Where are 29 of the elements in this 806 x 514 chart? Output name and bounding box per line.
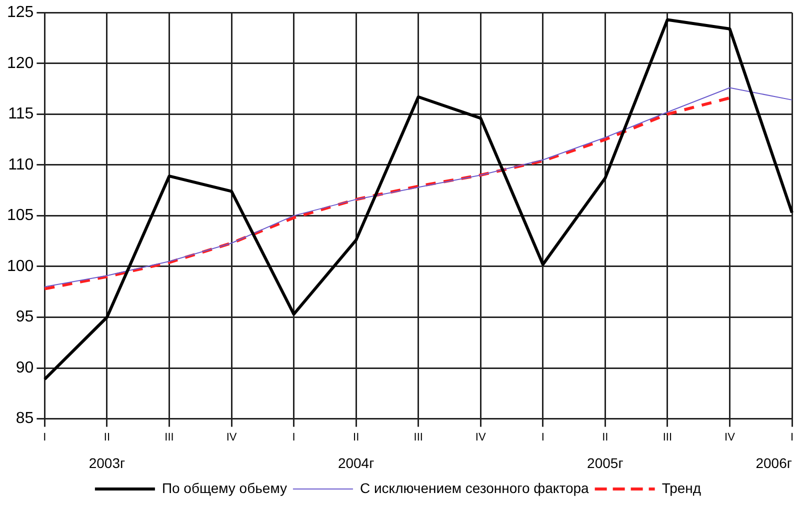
y-tick-label: 85 [16, 410, 34, 428]
y-tick-label: 110 [8, 156, 34, 174]
x-tick-label: II [104, 431, 110, 444]
x-tick-label: IV [475, 431, 486, 444]
x-tick-label: IV [724, 431, 736, 444]
x-tick-label: I [292, 431, 296, 444]
y-tick-label: 125 [6, 4, 34, 22]
x-tick-label: IV [226, 431, 238, 444]
text: 2005г [587, 454, 624, 471]
x-tick-label: III [164, 431, 174, 444]
y-tick-label: 95 [16, 308, 34, 326]
x-tick-label: I [43, 431, 46, 444]
legend-label: По общему обьему [162, 480, 287, 496]
text: 2003г [88, 454, 126, 471]
y-tick-label: 90 [16, 359, 34, 376]
x-tick-label: III [662, 431, 672, 444]
y-tick-label: 105 [6, 207, 34, 224]
legend-label: С исключением сезонного фактора [360, 480, 590, 496]
x-tick-label: III [414, 431, 423, 444]
y-tick-label: 100 [6, 258, 34, 275]
text: 2006г [756, 454, 792, 471]
text: 2004г [338, 454, 374, 471]
y-tick-label: 115 [8, 106, 34, 123]
y-tick-label: 120 [6, 54, 34, 72]
legend-label: Тренд [662, 480, 702, 496]
x-tick-label: I [790, 431, 794, 444]
x-tick-label: II [353, 431, 360, 444]
x-tick-label: II [602, 431, 608, 444]
x-tick-label: I [541, 431, 544, 444]
